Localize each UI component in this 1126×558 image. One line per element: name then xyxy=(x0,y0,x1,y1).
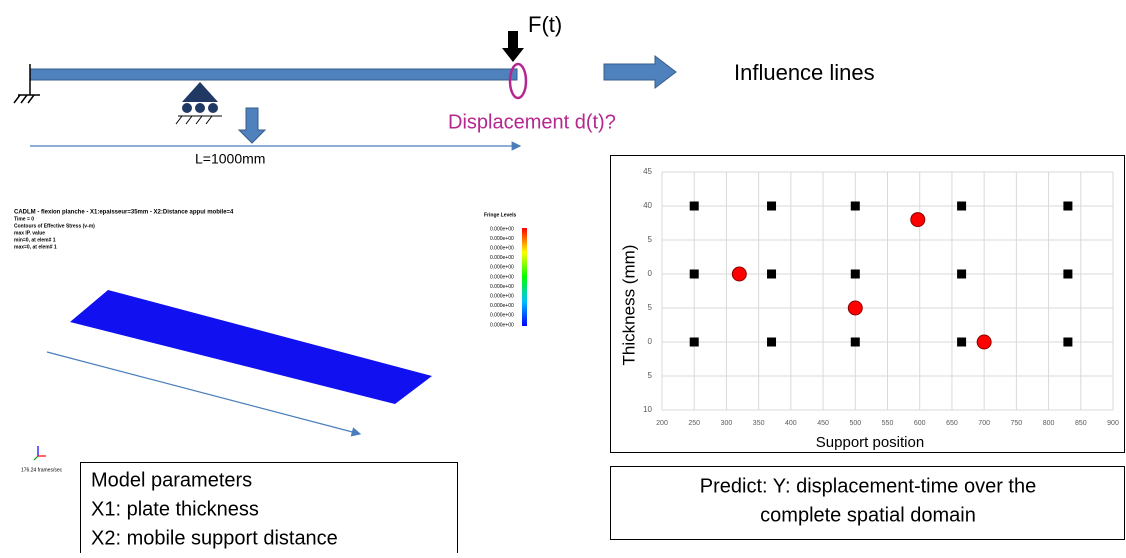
x-tick-label: 600 xyxy=(914,420,926,427)
point xyxy=(977,335,991,349)
y-tick-label: 5 xyxy=(648,303,653,312)
point xyxy=(957,270,966,279)
x-tick-label: 550 xyxy=(882,420,894,427)
predict-line: complete spatial domain xyxy=(760,504,976,526)
y-tick-label: 10 xyxy=(643,405,652,414)
point xyxy=(767,202,776,211)
x-tick-label: 200 xyxy=(656,420,668,427)
x-tick-label: 850 xyxy=(1075,420,1087,427)
displacement-marker xyxy=(510,64,526,98)
point xyxy=(690,338,699,347)
sim-header-line: Contours of Effective Stress (v-m) xyxy=(14,223,95,229)
fringe-level: 0.000e+00 xyxy=(490,236,514,242)
sim-header-line: CADLM - flexion planche - X1:epaisseur=3… xyxy=(14,210,234,216)
point xyxy=(767,270,776,279)
point xyxy=(690,270,699,279)
sim-header-line: min=0, at elem# 1 xyxy=(14,237,56,243)
fringe-level: 0.000e+00 xyxy=(490,313,514,319)
y-tick-label: 5 xyxy=(648,235,653,244)
force-arrow xyxy=(502,31,524,62)
predict-line: Predict: Y: displacement-time over the xyxy=(700,475,1036,497)
model-line: X1: plate thickness xyxy=(91,498,259,520)
x-tick-label: 400 xyxy=(785,420,797,427)
plate xyxy=(70,290,432,404)
flow-arrow xyxy=(604,56,676,88)
point xyxy=(851,270,860,279)
displacement-label: Displacement d(t)? xyxy=(448,111,616,133)
model-line: X2: mobile support distance xyxy=(91,527,338,549)
chart-frame xyxy=(611,156,1125,453)
beam xyxy=(30,69,517,80)
fringe-level: 0.000e+00 xyxy=(490,255,514,261)
force-label: F(t) xyxy=(528,12,562,37)
point xyxy=(957,202,966,211)
x-tick-label: 450 xyxy=(817,420,829,427)
x-tick-label: 900 xyxy=(1107,420,1119,427)
fringe-levels: 0.000e+00 0.000e+00 0.000e+00 0.000e+00 0.00… xyxy=(490,226,514,328)
x-tick-label: 650 xyxy=(946,420,958,427)
point xyxy=(1063,338,1072,347)
fringe-level: 0.000e+00 xyxy=(490,274,514,280)
result-label: Influence lines xyxy=(734,60,875,85)
model-line: Model parameters xyxy=(91,469,252,491)
x-tick-label: 750 xyxy=(1011,420,1023,427)
point xyxy=(851,338,860,347)
y-tick-label: 45 xyxy=(643,167,652,176)
point xyxy=(732,267,746,281)
x-tick-label: 800 xyxy=(1043,420,1055,427)
y-tick-label: 0 xyxy=(648,269,653,278)
y-tick-label: 0 xyxy=(648,337,653,346)
sim-header: CADLM - flexion planche - X1:epaisseur=3… xyxy=(14,210,234,251)
point xyxy=(690,202,699,211)
sim-header-line: max=0, at elem# 1 xyxy=(14,244,57,250)
point xyxy=(957,338,966,347)
sim-header-line: Time = 0 xyxy=(14,216,34,222)
length-label: L=1000mm xyxy=(195,151,265,167)
sim-header-line: max IP. value xyxy=(14,230,45,236)
fringe-level: 0.000e+00 xyxy=(490,303,514,309)
triad xyxy=(34,446,46,460)
x-tick-label: 500 xyxy=(849,420,861,427)
fringe-title: Fringe Levels xyxy=(484,212,516,218)
point xyxy=(911,213,925,227)
frame-rate: 176.24 frames/sec xyxy=(21,467,63,473)
fringe-level: 0.000e+00 xyxy=(490,246,514,252)
x-tick-label: 300 xyxy=(721,420,733,427)
point xyxy=(851,202,860,211)
point xyxy=(767,338,776,347)
x-tick-label: 700 xyxy=(978,420,990,427)
x-tick-label: 350 xyxy=(753,420,765,427)
x-axis-title: Support position xyxy=(816,434,924,451)
point xyxy=(848,301,862,315)
roller-support xyxy=(176,82,222,124)
point xyxy=(1063,270,1072,279)
fringe-level: 0.000e+00 xyxy=(490,284,514,290)
y-axis-title: Thickness (mm) xyxy=(619,245,638,366)
fringe-level: 0.000e+00 xyxy=(490,322,514,328)
x-tick-label: 250 xyxy=(688,420,700,427)
fringe-bar xyxy=(522,228,527,326)
point xyxy=(1063,202,1072,211)
y-tick-label: 5 xyxy=(648,371,653,380)
slide: F(t) Displacement d(t)? L=1000mm Influen… xyxy=(0,0,1126,553)
y-tick-label: 40 xyxy=(643,201,652,210)
support-arrow xyxy=(239,108,265,143)
fringe-level: 0.000e+00 xyxy=(490,294,514,300)
fringe-level: 0.000e+00 xyxy=(490,226,514,232)
fringe-level: 0.000e+00 xyxy=(490,265,514,271)
